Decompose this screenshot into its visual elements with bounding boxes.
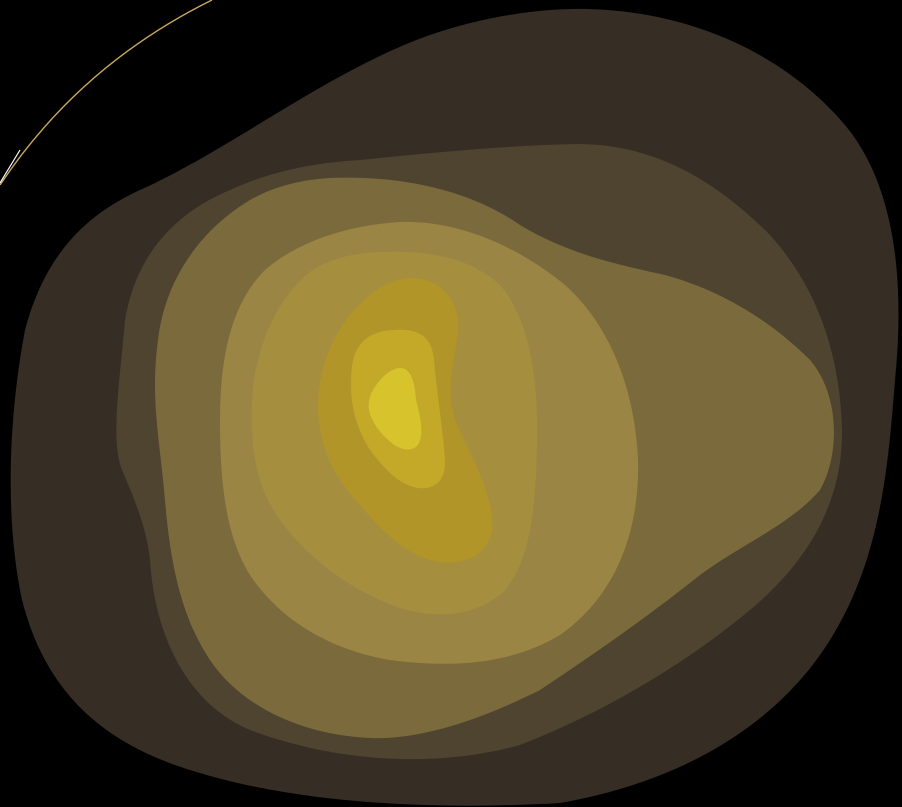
accent-arc-line [0, 0, 213, 186]
contour-band [368, 368, 422, 450]
accent-arc-tip [0, 149, 21, 184]
